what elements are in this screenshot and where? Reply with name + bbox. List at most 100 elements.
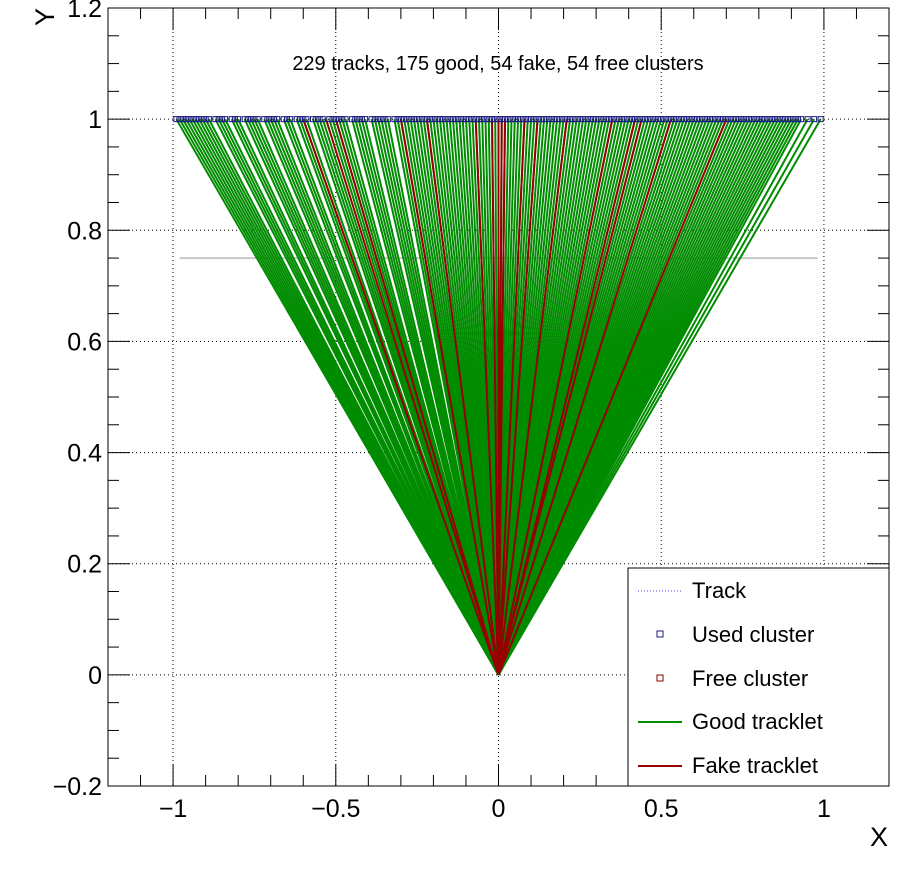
used-cluster-marker [375,116,382,123]
used-cluster-marker [720,116,727,123]
used-cluster-marker [443,116,450,123]
used-cluster-marker [778,116,785,123]
x-tick-label: −0.5 [311,795,360,823]
used-cluster-marker [632,116,639,123]
used-cluster-marker [355,116,362,123]
used-cluster-marker [723,116,730,123]
used-cluster-marker [283,116,290,123]
used-cluster-marker [703,116,710,123]
used-cluster-marker [261,116,268,123]
used-cluster-marker [329,116,336,123]
used-cluster-marker [189,116,196,123]
used-cluster-marker [427,116,434,123]
used-cluster-marker [326,116,333,123]
fake-tracklet-line [497,118,614,676]
used-cluster-marker [746,116,753,123]
fake-tracklet-line [497,119,507,675]
used-cluster-marker [423,116,430,123]
legend-good-tracklet-label: Good tracklet [692,709,823,734]
good-tracklet-line [344,118,500,676]
used-cluster-marker [791,116,798,123]
used-cluster-marker [635,116,642,123]
legend-free-cluster-label: Free cluster [692,666,808,691]
y-tick-label: 0.4 [67,440,102,468]
used-cluster-marker [313,116,320,123]
legend-used-cluster-label: Used cluster [692,622,814,647]
used-cluster-marker [638,116,645,123]
used-cluster-marker [218,116,225,123]
used-cluster-marker [651,116,658,123]
used-cluster-marker [264,116,271,123]
fake-tracklet-line [399,118,500,676]
used-cluster-marker [586,116,593,123]
used-cluster-marker [667,116,674,123]
legend: Track Used cluster Free cluster Good tra… [627,567,890,787]
used-cluster-marker [602,116,609,123]
used-cluster-marker [528,116,535,123]
used-cluster-marker [554,116,561,123]
used-cluster-marker [550,116,557,123]
used-cluster-marker [583,116,590,123]
used-cluster-marker [739,116,746,123]
used-cluster-marker [397,116,404,123]
used-cluster-marker [593,116,600,123]
used-cluster-marker [768,116,775,123]
used-cluster-marker [384,116,391,123]
used-cluster-marker [576,116,583,123]
fake-tracklet-line [425,119,500,675]
fake-tracklet-line [497,118,672,676]
used-cluster-marker [518,116,525,123]
used-cluster-marker [759,116,766,123]
used-cluster-marker [804,116,811,123]
used-cluster-marker [466,116,473,123]
used-cluster-marker [352,116,359,123]
used-cluster-marker [726,116,733,123]
used-cluster-marker [449,116,456,123]
used-cluster-marker [680,116,687,123]
used-cluster-marker [420,116,427,123]
used-cluster-marker [300,116,307,123]
used-cluster-marker [811,116,818,123]
used-cluster-marker [690,116,697,123]
used-cluster-marker [697,116,704,123]
used-cluster-marker [544,116,551,123]
good-tracklet-line [497,118,822,676]
x-axis-title: X [870,822,888,852]
used-cluster-marker [707,116,714,123]
good-tracklet-line [276,118,500,676]
used-cluster-marker [641,116,648,123]
fake-tracklet-line [497,118,728,676]
used-cluster-marker [433,116,440,123]
used-cluster-marker [606,116,613,123]
fake-tracklet-line [490,119,500,675]
used-cluster-marker [212,116,219,123]
fake-tracklet-line [497,119,526,675]
annotation-text: 229 tracks, 175 good, 54 fake, 54 free c… [292,53,703,75]
y-tick-label: 0.8 [67,217,102,245]
y-tick-label: 0 [88,662,102,690]
used-cluster-marker [684,116,691,123]
good-tracklet-line [289,118,500,676]
used-cluster-marker [469,116,476,123]
used-cluster-marker [612,116,619,123]
used-cluster-marker [228,116,235,123]
used-cluster-marker [173,116,180,123]
used-cluster-marker [752,116,759,123]
used-cluster-marker [479,116,486,123]
used-cluster-marker [677,116,684,123]
used-cluster-marker [394,116,401,123]
used-cluster-marker [502,116,509,123]
fake-tracklet-series [302,118,728,676]
used-cluster-marker [762,116,769,123]
used-cluster-marker [733,116,740,123]
used-cluster-marker [274,116,281,123]
used-cluster-markers [173,116,824,123]
x-tick-label: 0 [492,795,506,823]
fake-tracklet-line [334,118,500,676]
used-cluster-marker [342,116,349,123]
fake-tracklet-line [474,119,500,675]
used-cluster-marker [694,116,701,123]
used-cluster-marker [192,116,199,123]
used-cluster-marker [456,116,463,123]
used-cluster-marker [235,116,242,123]
